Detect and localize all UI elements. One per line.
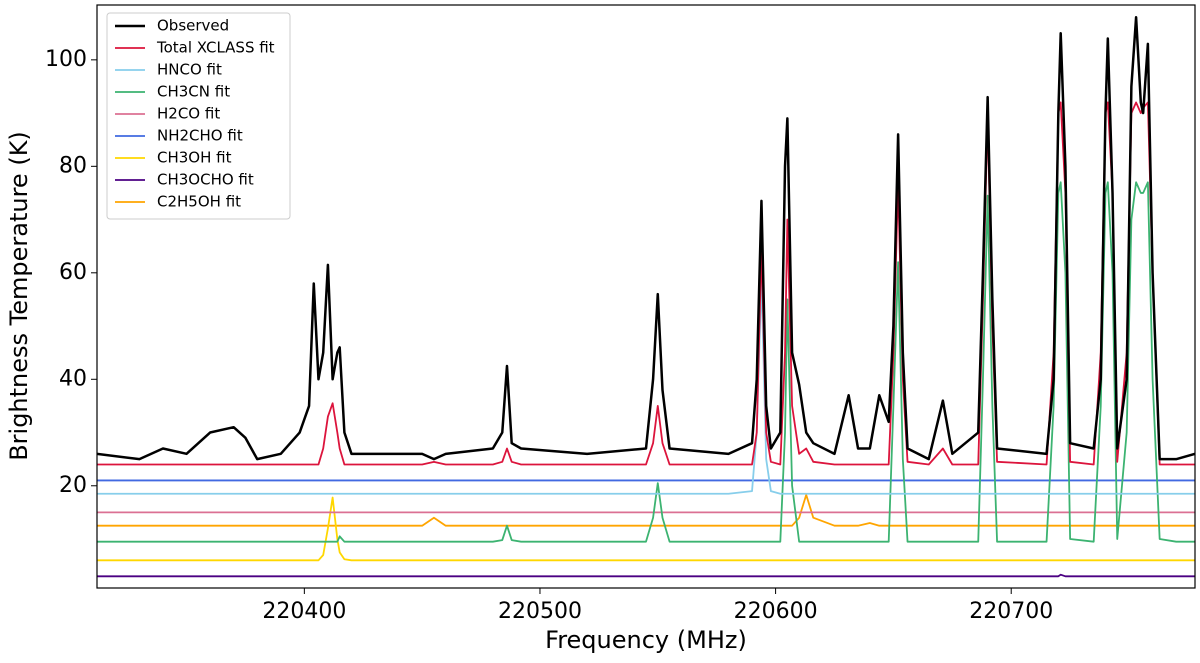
series-line (97, 16, 1195, 461)
series-line (97, 181, 1195, 543)
y-tick-label: 80 (59, 153, 87, 178)
legend-label: Total XCLASS fit (156, 39, 275, 57)
x-tick-label: 220700 (969, 599, 1053, 624)
y-tick-label: 20 (59, 473, 87, 498)
series-line (97, 277, 1195, 495)
series-line (97, 496, 1195, 562)
y-tick-label: 100 (45, 47, 87, 72)
x-axis-label: Frequency (MHz) (545, 626, 747, 654)
x-tick-label: 220500 (498, 599, 582, 624)
legend-label: HNCO fit (157, 61, 222, 79)
y-tick-label: 60 (59, 260, 87, 285)
y-tick-label: 40 (59, 366, 87, 391)
series-line (97, 493, 1195, 527)
legend-label: NH2CHO fit (157, 127, 243, 145)
x-tick-label: 220400 (262, 599, 346, 624)
legend-label: C2H5OH fit (157, 193, 241, 211)
legend-label: H2CO fit (157, 105, 220, 123)
legend-label: Observed (157, 17, 229, 35)
legend-box (106, 12, 291, 220)
legend-label: CH3OH fit (157, 149, 232, 167)
plot-frame (96, 4, 1196, 589)
series-line (97, 573, 1195, 578)
y-axis-label: Brightness Temperature (K) (5, 131, 33, 461)
x-tick-label: 220600 (734, 599, 818, 624)
legend-label: CH3OCHO fit (157, 171, 254, 189)
plot-lines (97, 16, 1195, 578)
legend-label: CH3CN fit (157, 83, 230, 101)
